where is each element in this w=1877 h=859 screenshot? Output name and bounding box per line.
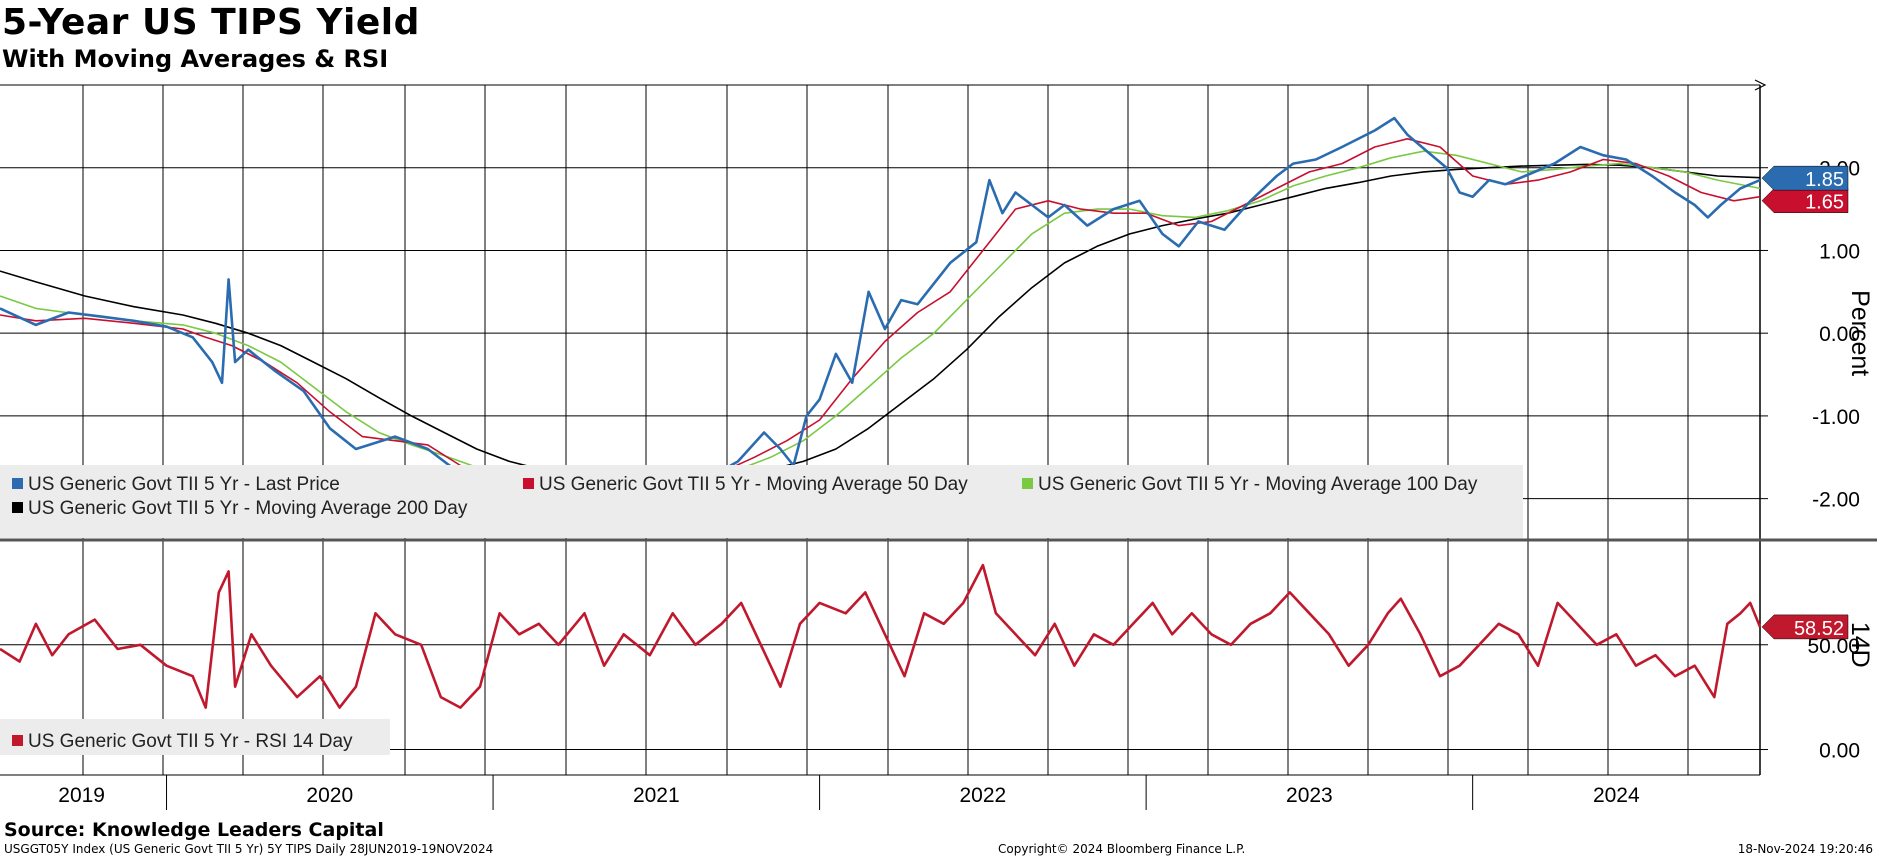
legend-ma200-swatch [12,502,23,513]
main-ylabel: Percent [1846,290,1874,376]
rsi-last-value-tag-bg [1761,614,1849,640]
last-price-value-tag: 1.85 [1805,169,1844,191]
xtick-year-label: 2023 [1286,784,1333,807]
legend-last-price-swatch [12,478,23,489]
legend-ma100-swatch [1022,478,1033,489]
legend-rsi-swatch [12,735,23,746]
chart-subtitle: With Moving Averages & RSI [2,45,389,73]
xtick-year-label: 2024 [1593,784,1640,807]
ticker-info: USGGT05Y Index (US Generic Govt TII 5 Yr… [4,842,494,856]
last-price-value-tag-bg [1761,165,1849,191]
series-line-last-price [0,116,1761,484]
legend-rsi-label: US Generic Govt TII 5 Yr - RSI 14 Day [28,731,353,752]
legend-ma50-swatch [523,478,534,489]
rsi-last-value-tag: 58.52 [1794,618,1844,640]
chart-title: 5-Year US TIPS Yield [2,2,420,43]
main-ytick-label: 0.00 [1819,323,1860,346]
xtick-year-label: 2021 [633,784,680,807]
xtick-year-label: 2019 [58,784,105,807]
rsi-legend-box [0,719,390,755]
series-line-ma50 [0,138,1761,480]
ma50-last-value-tag: 1.65 [1805,192,1844,214]
timestamp: 18-Nov-2024 19:20:46 [1737,842,1873,856]
source-note: Source: Knowledge Leaders Capital [4,819,384,841]
main-ytick-label: 1.00 [1819,240,1860,263]
rsi-ytick-label: 0.00 [1819,740,1860,763]
legend-last-price-label: US Generic Govt TII 5 Yr - Last Price [28,474,340,495]
axis-arrow [1754,79,1767,91]
series-line-ma200 [0,163,1761,480]
main-ytick-label: -2.00 [1812,489,1860,512]
series-line-ma100 [0,150,1761,479]
xtick-year-label: 2020 [306,784,353,807]
main-ytick-label: -1.00 [1812,406,1860,429]
xtick-year-label: 2022 [959,784,1006,807]
legend-ma50-label: US Generic Govt TII 5 Yr - Moving Averag… [539,474,968,495]
ma50-last-value-tag-bg [1761,188,1849,213]
main-legend-box [0,465,1523,538]
rsi-ylabel: 14D [1846,622,1874,668]
legend-ma200-label: US Generic Govt TII 5 Yr - Moving Averag… [28,498,468,519]
rsi-ytick-label: 50.00 [1807,635,1860,658]
legend-ma100-label: US Generic Govt TII 5 Yr - Moving Averag… [1038,474,1478,495]
series-line-rsi [0,563,1762,709]
copyright-note: Copyright© 2024 Bloomberg Finance L.P. [998,842,1246,856]
